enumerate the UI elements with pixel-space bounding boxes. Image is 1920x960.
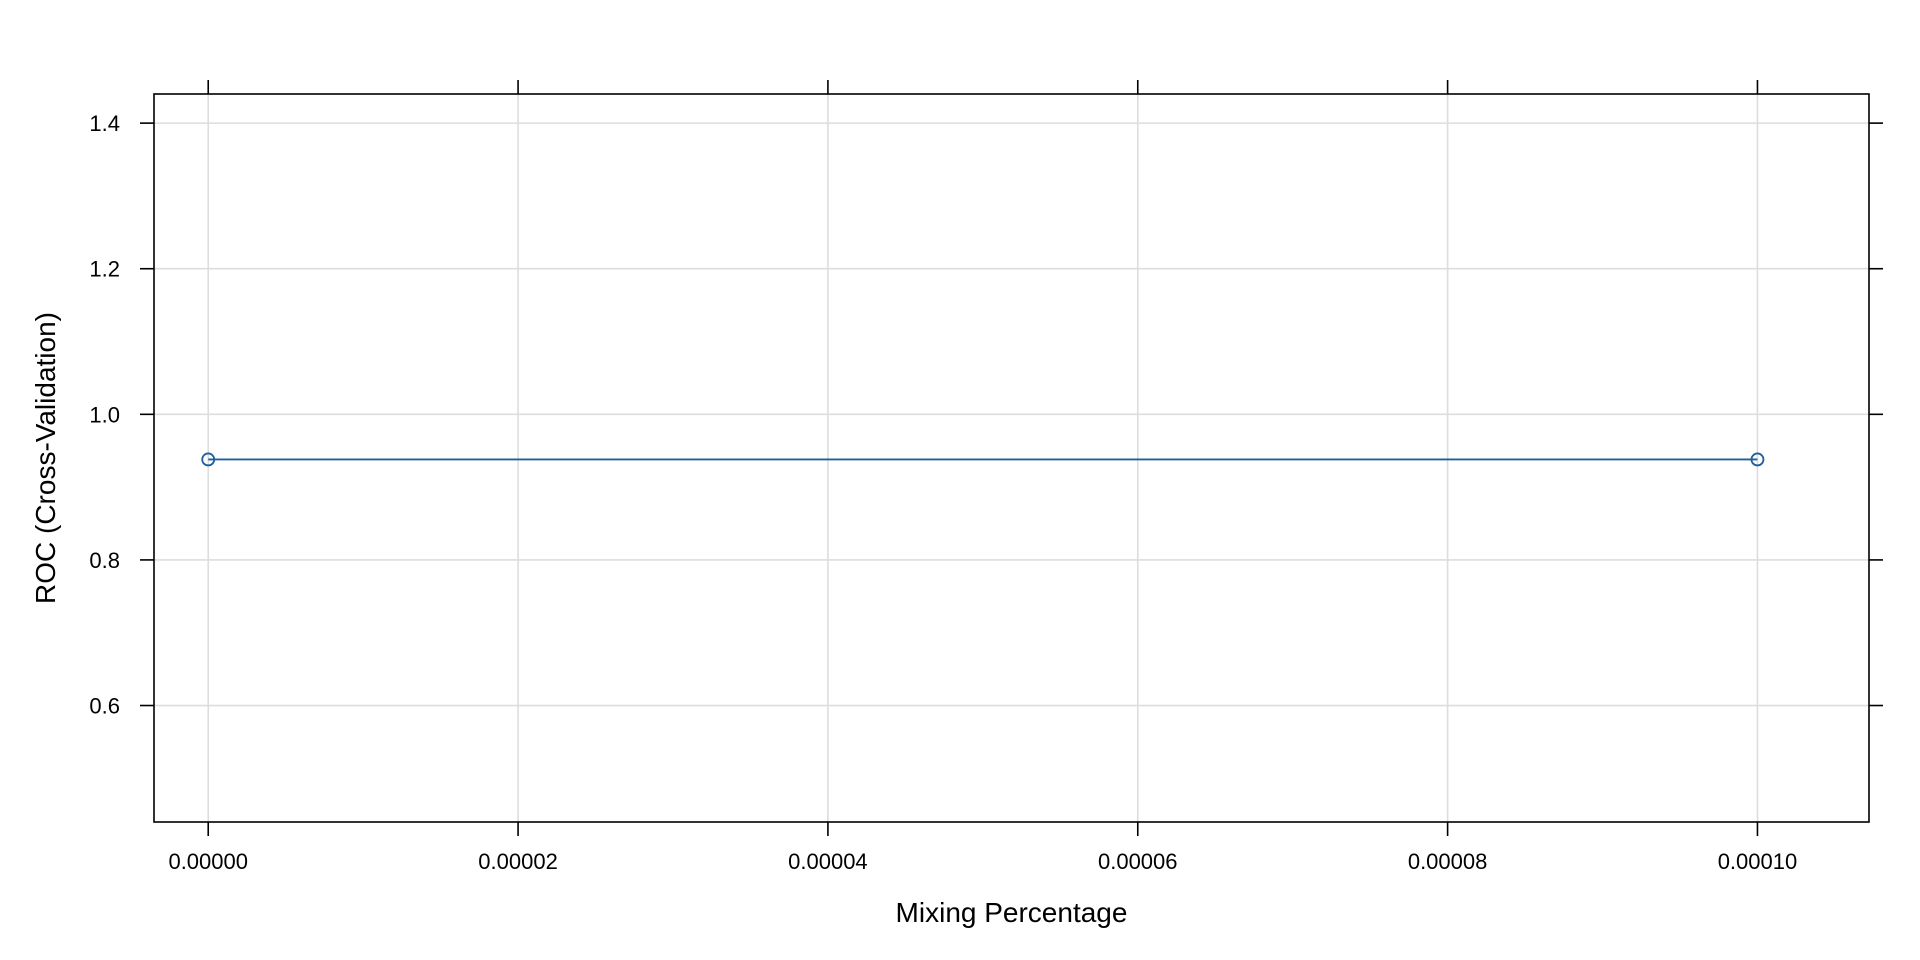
y-axis-ticks: 0.6 0.8 1.0 1.2 1.4 [89,111,1883,719]
y-tick-label: 0.8 [89,548,120,573]
y-tick-label: 0.6 [89,694,120,719]
series-layer [201,452,1765,467]
y-tick-label: 1.2 [89,257,120,282]
x-tick-label: 0.00008 [1408,849,1488,874]
x-tick-label: 0.00002 [478,849,558,874]
plot-frame [153,93,1870,823]
x-axis-label: Mixing Percentage [896,897,1128,928]
data-point [1750,452,1765,467]
x-tick-label: 0.00006 [1098,849,1178,874]
data-point [201,452,216,467]
x-axis-ticks: 0.00000 0.00002 0.00004 0.00006 0.00008 0.000… [168,80,1797,874]
y-tick-label: 1.4 [89,111,120,136]
x-tick-label: 0.00000 [168,849,248,874]
y-tick-label: 1.0 [89,402,120,427]
y-axis-label: ROC (Cross-Validation) [30,312,61,604]
x-tick-label: 0.00004 [788,849,868,874]
x-tick-label: 0.00010 [1718,849,1798,874]
grid-lines [154,94,1869,822]
